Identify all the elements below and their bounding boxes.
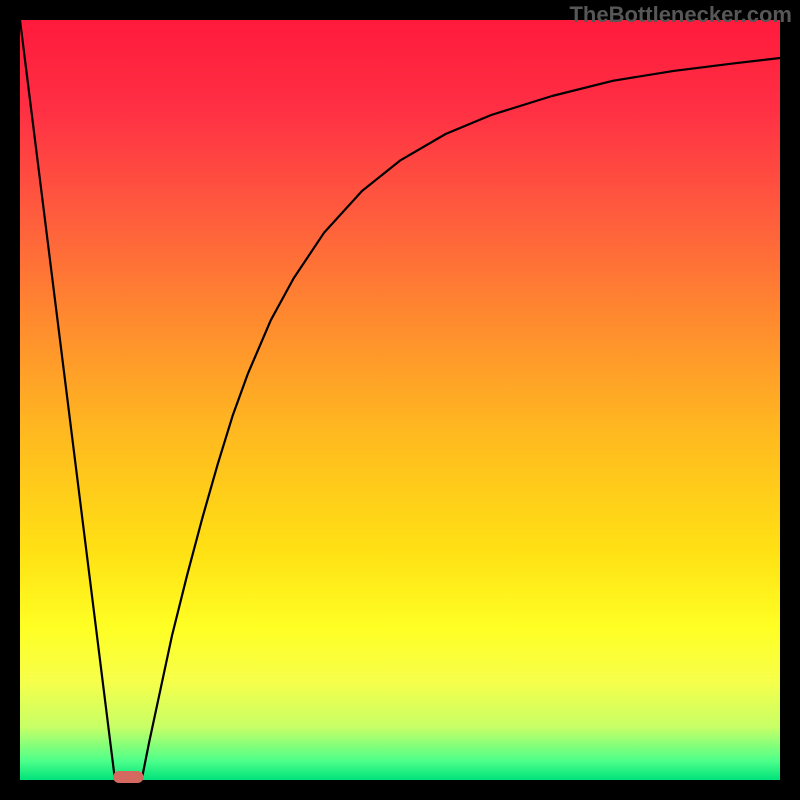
plot-background-gradient bbox=[20, 20, 780, 780]
chart-svg bbox=[0, 0, 800, 800]
watermark-text: TheBottlenecker.com bbox=[569, 2, 792, 28]
bottleneck-chart: TheBottlenecker.com bbox=[0, 0, 800, 800]
minimum-marker bbox=[113, 771, 143, 783]
